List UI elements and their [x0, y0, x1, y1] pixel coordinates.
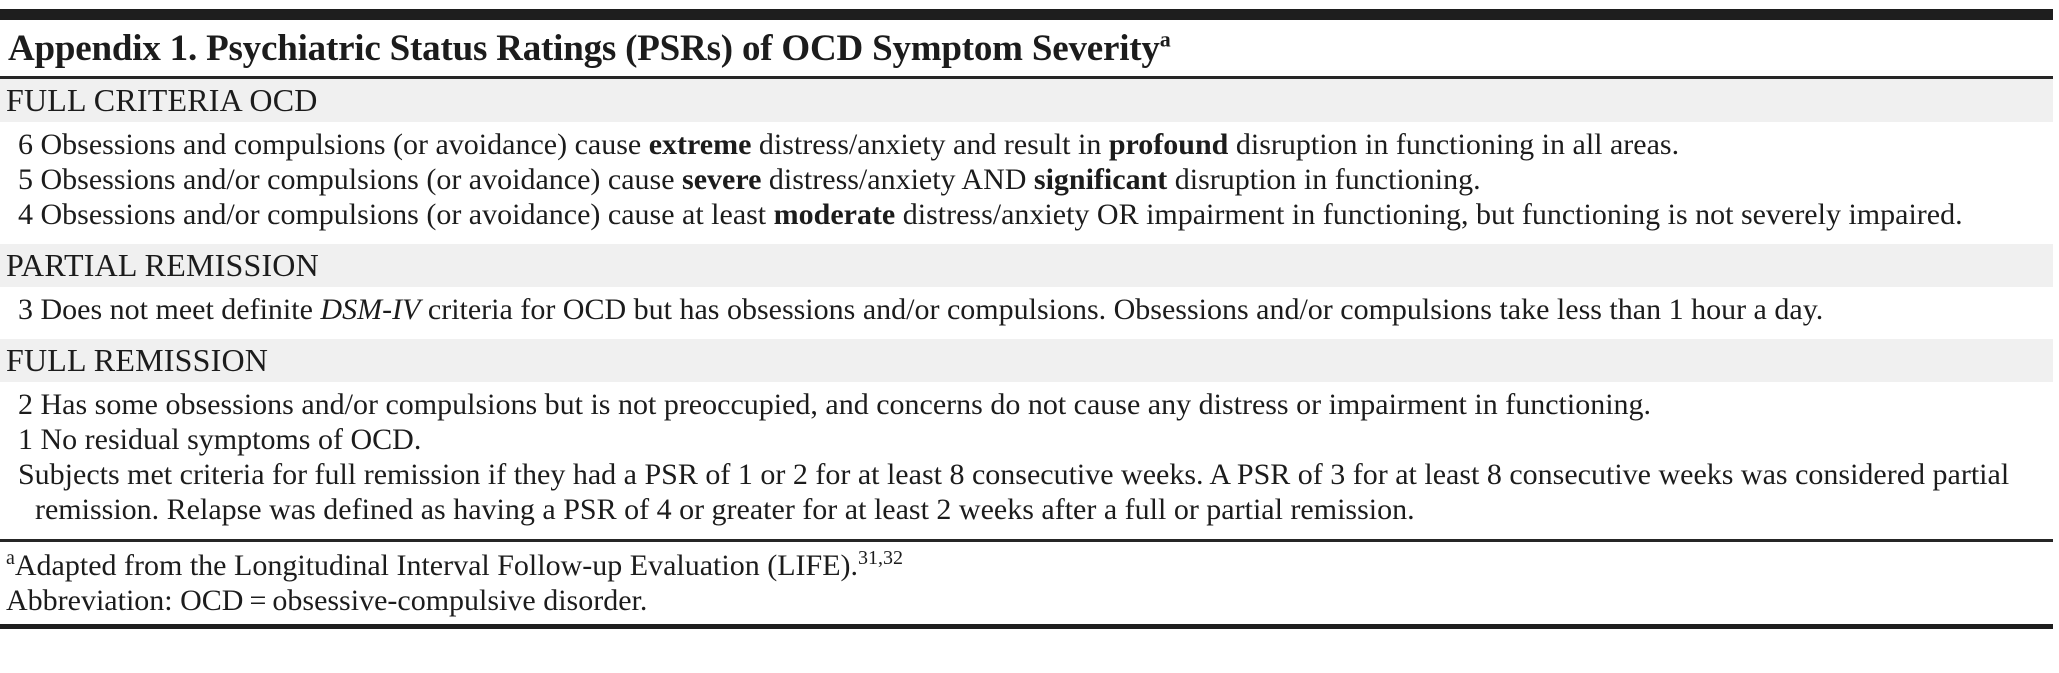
text-segment: disruption in functioning. — [1167, 163, 1481, 196]
footnote-line: aAdapted from the Longitudinal Interval … — [6, 548, 2053, 583]
psr-rating-number: 5 — [18, 163, 41, 196]
footnotes: aAdapted from the Longitudinal Interval … — [0, 542, 2053, 624]
psr-rating-number: 3 — [18, 293, 41, 326]
section-header: PARTIAL REMISSION — [0, 244, 2053, 287]
footnote-line: Abbreviation: OCD = obsessive-compulsive… — [6, 583, 2053, 618]
section-body: 6 Obsessions and compulsions (or avoidan… — [0, 122, 2053, 244]
text-segment: extreme — [648, 128, 752, 161]
text-segment: significant — [1033, 163, 1168, 196]
psr-item-6: 6 Obsessions and compulsions (or avoidan… — [0, 127, 2053, 162]
table-top-rule — [0, 9, 2053, 20]
appendix-table: Appendix 1. Psychiatric Status Ratings (… — [0, 9, 2053, 629]
psr-item-3: 3 Does not meet definite DSM-IV criteria… — [0, 292, 2053, 327]
section-body: 3 Does not meet definite DSM-IV criteria… — [0, 287, 2053, 339]
title-divider-rule — [0, 76, 2053, 79]
psr-rating-number: 6 — [18, 128, 41, 161]
text-segment: profound — [1108, 128, 1229, 161]
text-segment: 31,32 — [858, 547, 904, 569]
table-title: Appendix 1. Psychiatric Status Ratings (… — [0, 20, 2053, 76]
text-segment: distress/anxiety and result in — [751, 128, 1109, 161]
text-segment: Abbreviation: OCD = obsessive-compulsive… — [6, 584, 648, 617]
text-segment: Obsessions and compulsions (or avoidance… — [40, 128, 649, 161]
section-header: FULL CRITERIA OCD — [0, 79, 2053, 122]
remission-criteria-note: Subjects met criteria for full remission… — [0, 457, 2053, 527]
section-body: 2 Has some obsessions and/or compulsions… — [0, 382, 2053, 539]
psr-item-4: 4 Obsessions and/or compulsions (or avoi… — [0, 197, 2053, 232]
title-footnote-marker: a — [1159, 26, 1171, 52]
psr-rating-number: 1 — [18, 423, 41, 456]
psr-item-1: 1 No residual symptoms of OCD. — [0, 422, 2053, 457]
psr-rating-number: 4 — [18, 198, 41, 231]
text-segment: criteria for OCD but has obsessions and/… — [420, 293, 1824, 326]
text-segment: Obsessions and/or compulsions (or avoida… — [40, 198, 774, 231]
table-title-text: Appendix 1. Psychiatric Status Ratings (… — [8, 28, 1160, 69]
text-segment: disruption in functioning in all areas. — [1228, 128, 1680, 161]
table-bottom-rule — [0, 624, 2053, 629]
text-segment: Does not meet definite — [40, 293, 321, 326]
text-segment: Adapted from the Longitudinal Interval F… — [14, 549, 859, 582]
section-header: FULL REMISSION — [0, 339, 2053, 382]
text-segment: distress/anxiety OR impairment in functi… — [895, 198, 1963, 231]
footnote-divider-rule — [0, 539, 2053, 542]
text-segment: Subjects met criteria for full remission… — [18, 458, 2010, 526]
text-segment: a — [6, 547, 15, 569]
text-segment: Has some obsessions and/or compulsions b… — [40, 388, 1652, 421]
text-segment: severe — [682, 163, 762, 196]
text-segment: distress/anxiety AND — [761, 163, 1034, 196]
sections: FULL CRITERIA OCD 6 Obsessions and compul… — [0, 79, 2053, 539]
text-segment: No residual symptoms of OCD. — [40, 423, 422, 456]
text-segment: DSM-IV — [320, 293, 421, 326]
psr-item-2: 2 Has some obsessions and/or compulsions… — [0, 387, 2053, 422]
psr-item-5: 5 Obsessions and/or compulsions (or avoi… — [0, 162, 2053, 197]
psr-rating-number: 2 — [18, 388, 41, 421]
text-segment: Obsessions and/or compulsions (or avoida… — [40, 163, 683, 196]
text-segment: moderate — [773, 198, 896, 231]
